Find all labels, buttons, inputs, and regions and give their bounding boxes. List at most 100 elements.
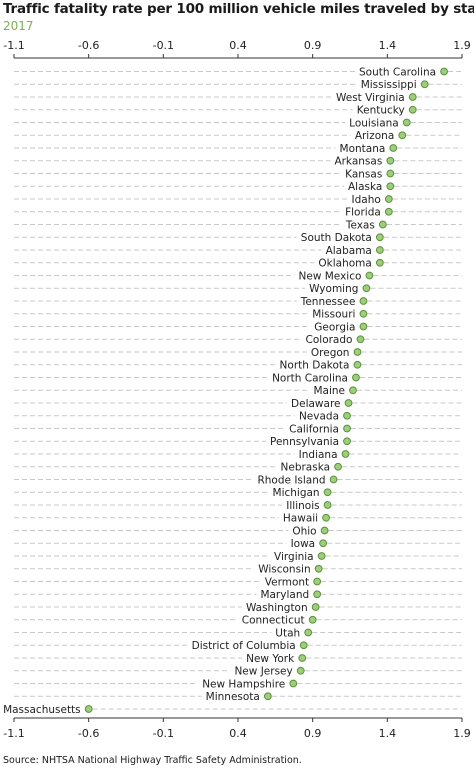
data-point bbox=[84, 705, 93, 713]
data-point bbox=[378, 220, 387, 229]
data-point bbox=[398, 131, 407, 140]
data-point bbox=[359, 297, 368, 305]
data-point bbox=[343, 424, 351, 433]
data-point bbox=[313, 590, 322, 599]
x-axis-bottom: -1.1 -0.6 -0.1 0.4 0.9 1.4 1.9 bbox=[3, 717, 471, 740]
category-label: Nevada bbox=[299, 411, 339, 423]
data-point bbox=[408, 105, 417, 114]
x-tick-label-bottom: -0.6 bbox=[78, 727, 99, 740]
data-point bbox=[311, 603, 320, 611]
data-point bbox=[349, 386, 357, 395]
category-label: North Dakota bbox=[280, 360, 350, 372]
data-point bbox=[386, 182, 395, 191]
category-label: New Mexico bbox=[299, 270, 362, 282]
category-label: Massachusetts bbox=[3, 704, 81, 716]
data-point bbox=[384, 195, 393, 203]
category-label: Oregon bbox=[311, 347, 350, 359]
category-label: Oklahoma bbox=[318, 258, 371, 270]
data-point bbox=[386, 156, 395, 165]
data-point bbox=[320, 526, 329, 535]
data-point bbox=[343, 437, 351, 446]
data-point bbox=[353, 360, 362, 369]
x-tick-label-top: 0.4 bbox=[229, 39, 247, 52]
chart-subtitle: 2017 bbox=[3, 19, 34, 33]
x-tick-label-top: -0.1 bbox=[153, 39, 174, 52]
data-point bbox=[334, 462, 342, 471]
category-label: Utah bbox=[275, 627, 300, 639]
x-tick-label-top: -0.6 bbox=[78, 39, 99, 52]
data-point bbox=[375, 233, 384, 242]
category-label: Georgia bbox=[314, 321, 355, 333]
x-tick-label-top: -1.1 bbox=[3, 39, 24, 52]
category-label: Louisiana bbox=[349, 117, 399, 129]
category-label: Rhode Island bbox=[257, 474, 325, 486]
data-points bbox=[84, 67, 448, 713]
category-label: New Jersey bbox=[234, 666, 292, 678]
category-label: Hawaii bbox=[283, 513, 318, 525]
category-label: Washington bbox=[246, 602, 308, 614]
category-label: District of Columbia bbox=[192, 640, 296, 652]
data-point bbox=[299, 641, 308, 650]
category-label: New York bbox=[246, 653, 295, 665]
data-point bbox=[402, 118, 411, 127]
category-label: Pennsylvania bbox=[270, 436, 339, 448]
data-point bbox=[440, 67, 448, 76]
category-label: California bbox=[289, 423, 339, 435]
data-point bbox=[359, 309, 368, 318]
data-point bbox=[319, 539, 328, 548]
x-axis-top: -1.1 -0.6 -0.1 0.4 0.9 1.4 1.9 bbox=[3, 39, 471, 59]
data-point bbox=[298, 654, 307, 662]
category-label: Michigan bbox=[273, 487, 320, 499]
category-label: Missouri bbox=[312, 309, 355, 321]
x-tick-label-bottom: 1.9 bbox=[453, 727, 471, 740]
category-label: Mississippi bbox=[361, 79, 417, 91]
category-label: Alabama bbox=[326, 245, 372, 257]
data-point bbox=[389, 144, 398, 152]
data-point bbox=[317, 552, 326, 560]
x-tick-label-bottom: 0.4 bbox=[229, 727, 247, 740]
category-label: Delaware bbox=[291, 398, 340, 410]
category-label: South Carolina bbox=[359, 66, 436, 78]
gridlines bbox=[14, 71, 462, 710]
category-label: Montana bbox=[340, 143, 386, 155]
category-label: Florida bbox=[345, 207, 381, 219]
category-label: Indiana bbox=[299, 449, 338, 461]
x-tick-label-bottom: 1.4 bbox=[379, 727, 397, 740]
data-point bbox=[365, 271, 374, 280]
chart-title: Traffic fatality rate per 100 million ve… bbox=[3, 1, 474, 17]
category-label: Maryland bbox=[260, 589, 309, 601]
x-tick-label-bottom: -1.1 bbox=[3, 727, 24, 740]
data-point bbox=[344, 399, 353, 407]
category-label: Wisconsin bbox=[258, 564, 310, 576]
category-label: North Carolina bbox=[272, 372, 348, 384]
category-label: South Dakota bbox=[301, 232, 372, 244]
data-point bbox=[304, 628, 313, 637]
data-point bbox=[329, 475, 338, 484]
data-point bbox=[289, 679, 298, 688]
data-point bbox=[313, 577, 322, 586]
category-label: Maine bbox=[313, 385, 345, 397]
category-label: Alaska bbox=[348, 181, 382, 193]
category-label: Kentucky bbox=[357, 105, 405, 117]
x-tick-label-top: 0.9 bbox=[304, 39, 322, 52]
category-label: Texas bbox=[345, 219, 375, 231]
category-label: Virginia bbox=[274, 551, 314, 563]
category-label: Wyoming bbox=[309, 283, 358, 295]
data-point bbox=[408, 93, 417, 101]
data-point bbox=[322, 513, 331, 522]
data-point bbox=[375, 258, 384, 267]
category-label: Nebraska bbox=[281, 462, 331, 474]
data-point bbox=[353, 348, 362, 356]
x-tick-label-bottom: -0.1 bbox=[153, 727, 174, 740]
x-tick-label-top: 1.4 bbox=[379, 39, 397, 52]
data-point bbox=[352, 373, 360, 382]
category-label: West Virginia bbox=[336, 92, 405, 104]
data-point bbox=[323, 501, 332, 509]
category-label: Illinois bbox=[286, 500, 319, 512]
data-point bbox=[263, 692, 272, 701]
category-label: Ohio bbox=[292, 525, 316, 537]
data-point bbox=[362, 284, 371, 293]
data-point bbox=[343, 411, 351, 420]
data-point bbox=[314, 564, 323, 573]
